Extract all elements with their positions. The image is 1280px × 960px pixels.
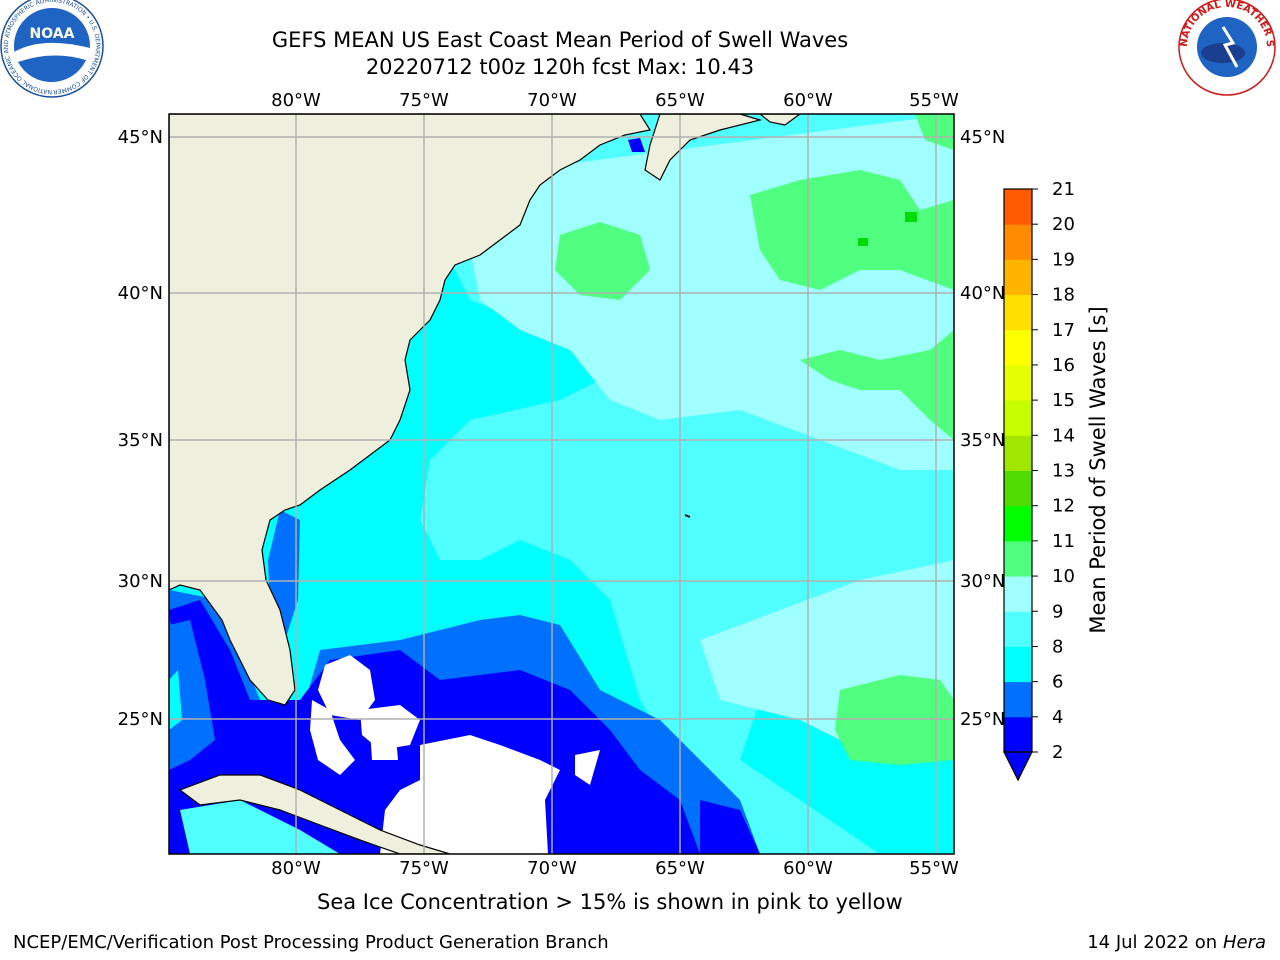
colorbar-swatch — [1004, 611, 1032, 647]
colorbar-tick-label: 8 — [1052, 636, 1063, 657]
lat-label-right: 30°N — [960, 571, 1005, 592]
nws-logo: NATIONAL WEATHER SERVICE — [1178, 0, 1276, 96]
graticule — [169, 114, 954, 854]
colorbar-swatch — [1004, 646, 1032, 683]
lat-label-left: 45°N — [118, 127, 163, 148]
colorbar-swatch — [1004, 576, 1032, 612]
lon-label-top: 65°W — [655, 90, 705, 111]
colorbar-tick-label: 2 — [1052, 742, 1063, 763]
colorbar-extend — [1003, 751, 1033, 782]
lat-label-left: 30°N — [118, 571, 163, 592]
colorbar-tick-label: 20 — [1052, 214, 1075, 235]
colorbar-tick-label: 12 — [1052, 496, 1075, 517]
colorbar-swatch — [1004, 224, 1032, 260]
colorbar-tick-label: 6 — [1052, 672, 1063, 693]
map-frame — [168, 113, 955, 855]
land-mass — [169, 114, 802, 854]
footer-date: 14 Jul 2022 on Hera — [1087, 932, 1266, 953]
lat-label-left: 35°N — [118, 430, 163, 451]
colorbar-tick-label: 10 — [1052, 566, 1075, 587]
lon-label-top: 55°W — [909, 90, 959, 111]
colorbar-swatch — [1004, 259, 1032, 296]
sea-ice-caption: Sea Ice Concentration > 15% is shown in … — [317, 890, 903, 914]
lon-label-bottom: 70°W — [527, 858, 577, 879]
footer-date-text: 14 Jul 2022 on — [1087, 932, 1223, 953]
colorbar-tick-label: 11 — [1052, 531, 1075, 552]
swell-period-field — [169, 114, 954, 854]
colorbar-tick-label: 16 — [1052, 355, 1075, 376]
colorbar-swatch — [1004, 435, 1032, 471]
noaa-logo-text: NOAA — [30, 26, 75, 42]
colorbar-swatch — [1004, 329, 1032, 366]
colorbar: 2 4 6 8 9 10 11 12 13 14 15 16 17 18 19 20 21 — [1003, 179, 1075, 782]
colorbar-swatch — [1004, 716, 1032, 753]
lat-label-right: 45°N — [960, 127, 1005, 148]
lat-label-right: 25°N — [960, 709, 1005, 730]
lon-label-bottom: 60°W — [783, 858, 833, 879]
colorbar-swatch — [1004, 400, 1032, 436]
lon-label-top: 75°W — [399, 90, 449, 111]
colorbar-swatch — [1004, 189, 1032, 225]
colorbar-tick-label: 15 — [1052, 390, 1075, 411]
colorbar-tick-label: 19 — [1052, 249, 1075, 270]
colorbar-tick-label: 13 — [1052, 461, 1075, 482]
lon-label-top: 70°W — [527, 90, 577, 111]
lon-label-bottom: 80°W — [271, 858, 321, 879]
colorbar-swatch — [1004, 364, 1032, 401]
lat-label-right: 35°N — [960, 430, 1005, 451]
colorbar-tick-label: 17 — [1052, 320, 1075, 341]
colorbar-swatch — [1004, 470, 1032, 507]
footer-host: Hera — [1222, 932, 1266, 953]
map-subtitle: 20220712 t00z 120h fcst Max: 10.43 — [365, 55, 755, 79]
lat-label-right: 40°N — [960, 283, 1005, 304]
colorbar-tick-label: 18 — [1052, 285, 1075, 306]
lon-label-bottom: 55°W — [909, 858, 959, 879]
lat-label-left: 40°N — [118, 283, 163, 304]
footer-branch: NCEP/EMC/Verification Post Processing Pr… — [13, 932, 609, 953]
lon-label-bottom: 65°W — [655, 858, 705, 879]
colorbar-label: Mean Period of Swell Waves [s] — [1086, 306, 1110, 633]
colorbar-tick-label: 9 — [1052, 601, 1063, 622]
colorbar-swatch — [1004, 681, 1032, 718]
lat-label-left: 25°N — [118, 709, 163, 730]
lon-label-top: 60°W — [783, 90, 833, 111]
colorbar-swatch — [1004, 540, 1032, 577]
map-title: GEFS MEAN US East Coast Mean Period of S… — [271, 28, 849, 52]
colorbar-tick-label: 4 — [1052, 707, 1063, 728]
noaa-logo: NOAA NATIONAL OCEANIC AND ATMOSPHERIC AD… — [0, 0, 104, 98]
colorbar-tick-label: 21 — [1052, 179, 1075, 200]
lon-label-top: 80°W — [271, 90, 321, 111]
colorbar-swatch — [1004, 505, 1032, 542]
colorbar-swatch — [1004, 294, 1032, 331]
lon-label-bottom: 75°W — [399, 858, 449, 879]
colorbar-tick-label: 14 — [1052, 425, 1075, 446]
